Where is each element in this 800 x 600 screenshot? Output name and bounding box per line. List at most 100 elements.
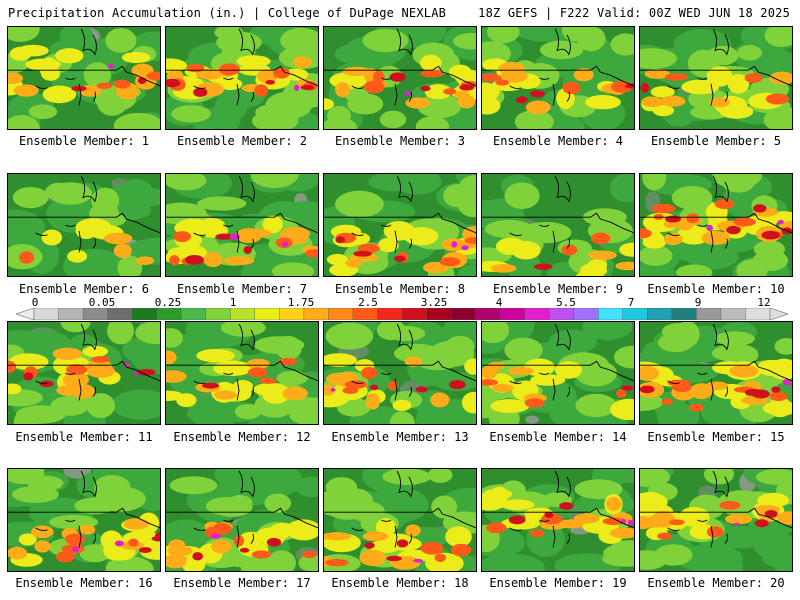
colorbar-bin [303,308,329,320]
border-line [482,507,634,529]
ensemble-panel-17[interactable] [165,468,319,572]
colorbar-tick: 0.05 [88,296,116,309]
precipitation-map-2 [166,27,318,129]
colorbar-bin [230,308,256,320]
ensemble-label-7: Ensemble Member: 7 [176,282,308,296]
lake-outline [351,28,413,106]
ensemble-label-4: Ensemble Member: 4 [492,134,624,148]
lake-outline [35,28,97,106]
precipitation-map-12 [166,322,318,424]
colorbar-bin [352,308,379,320]
ensemble-label-9: Ensemble Member: 9 [492,282,624,296]
map-title: Precipitation Accumulation (in.) | Colle… [8,6,447,20]
ensemble-panel-9[interactable] [481,173,635,277]
lake-outline [351,323,413,401]
border-line [166,360,318,382]
precipitation-map-10 [640,174,792,276]
ensemble-label-20: Ensemble Member: 20 [647,576,785,590]
colorbar-bin [131,308,158,320]
colorbar-bin [524,308,550,320]
lake-outline [667,175,729,253]
ensemble-label-10: Ensemble Member: 10 [647,282,785,296]
precipitation-map-9 [482,174,634,276]
ensemble-label-17: Ensemble Member: 17 [173,576,311,590]
lake-outline [351,470,413,548]
ensemble-panel-1[interactable] [7,26,161,130]
lake-outline [509,470,571,548]
colorbar-bin [254,308,280,320]
colorbar-bin [745,308,771,320]
colorbar-bin [598,308,624,320]
lake-outline [35,323,97,401]
colorbar-bin [180,308,207,320]
colorbar-min-arrow [16,308,35,320]
lake-outline [193,28,255,106]
ensemble-panel-13[interactable] [323,321,477,425]
lake-outline [193,323,255,401]
lake-outline [509,175,571,253]
colorbar-bin [720,308,747,320]
ensemble-label-19: Ensemble Member: 19 [489,576,627,590]
colorbar-tick: 7 [627,296,635,309]
colorbar-tick: 1 [229,296,237,309]
ensemble-panel-6[interactable] [7,173,161,277]
ensemble-label-8: Ensemble Member: 8 [334,282,466,296]
ensemble-label-3: Ensemble Member: 3 [334,134,466,148]
colorbar-bin [156,308,182,320]
ensemble-panel-12[interactable] [165,321,319,425]
precipitation-map-17 [166,469,318,571]
ensemble-panel-20[interactable] [639,468,793,572]
border-line [8,65,160,87]
run-valid-time: 18Z GEFS | F222 Valid: 00Z WED JUN 18 20… [478,6,790,20]
ensemble-label-13: Ensemble Member: 13 [331,430,469,444]
colorbar-bin [696,308,722,320]
ensemble-panel-2[interactable] [165,26,319,130]
ensemble-panel-18[interactable] [323,468,477,572]
ensemble-label-15: Ensemble Member: 15 [647,430,785,444]
precipitation-map-7 [166,174,318,276]
colorbar-bin [58,308,84,320]
ensemble-panel-14[interactable] [481,321,635,425]
lake-outline [351,175,413,253]
precipitation-map-5 [640,27,792,129]
border-line [166,65,318,87]
ensemble-panel-19[interactable] [481,468,635,572]
ensemble-panel-16[interactable] [7,468,161,572]
precipitation-colorbar [16,308,788,320]
colorbar-bin [82,308,109,320]
precipitation-map-20 [640,469,792,571]
ensemble-panel-15[interactable] [639,321,793,425]
colorbar-bin [475,308,501,320]
colorbar-tick: 5.5 [556,296,576,309]
ensemble-panel-4[interactable] [481,26,635,130]
colorbar-tick: 3.25 [420,296,448,309]
ensemble-panel-10[interactable] [639,173,793,277]
precipitation-map-4 [482,27,634,129]
colorbar-bin [622,308,648,320]
border-line [640,360,792,382]
lake-outline [509,28,571,106]
ensemble-label-11: Ensemble Member: 11 [15,430,153,444]
border-line [8,212,160,234]
border-line [324,360,476,382]
ensemble-panel-8[interactable] [323,173,477,277]
border-line [640,65,792,87]
precipitation-map-6 [8,174,160,276]
border-line [324,212,476,234]
ensemble-panel-5[interactable] [639,26,793,130]
ensemble-panel-7[interactable] [165,173,319,277]
colorbar-bin [205,308,231,320]
border-line [166,212,318,234]
border-line [324,65,476,87]
lake-outline [667,28,729,106]
ensemble-panel-3[interactable] [323,26,477,130]
border-line [166,507,318,529]
colorbar-bin [426,308,452,320]
ensemble-label-1: Ensemble Member: 1 [18,134,150,148]
ensemble-panel-11[interactable] [7,321,161,425]
precipitation-map-16 [8,469,160,571]
colorbar-bin [328,308,354,320]
colorbar-bin [401,308,428,320]
colorbar-bin [671,308,697,320]
colorbar-tick: 2.5 [358,296,378,309]
